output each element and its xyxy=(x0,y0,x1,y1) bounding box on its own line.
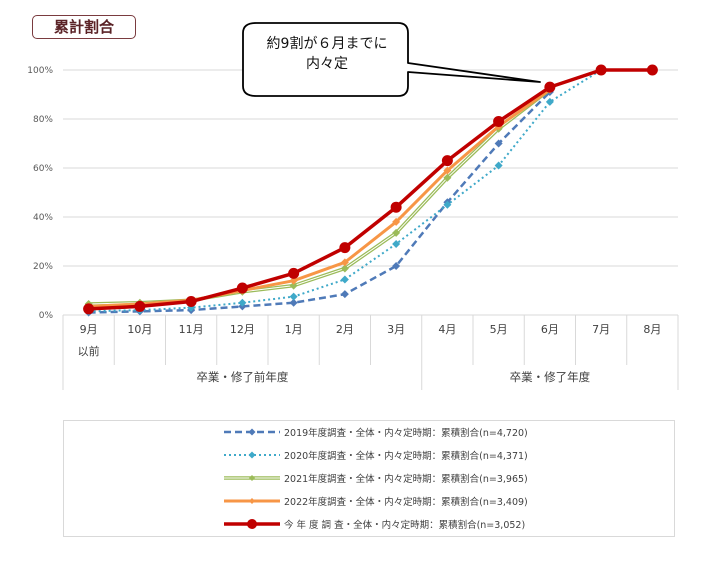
x-group-label: 卒業・修了年度 xyxy=(510,370,591,384)
data-point xyxy=(392,228,401,237)
data-point xyxy=(646,64,658,76)
y-tick-label: 100% xyxy=(27,66,53,76)
legend-swatch-dashed-icon xyxy=(224,428,280,436)
data-point xyxy=(545,97,554,106)
data-point xyxy=(288,267,300,279)
chart-title-badge: 累計割合 xyxy=(32,15,136,39)
data-point xyxy=(392,239,401,248)
x-tick-label: 2月 xyxy=(336,323,354,336)
x-tick-sublabel: 以前 xyxy=(78,344,100,358)
x-tick-label: 12月 xyxy=(230,323,255,336)
legend-item-current: 今 年 度 調 査・全体・内々定時期：累積割合(n=3,052) xyxy=(224,516,525,532)
legend-item-2019: 2019年度調査・全体・内々定時期：累積割合(n=4,720) xyxy=(224,424,528,440)
data-point xyxy=(185,296,197,308)
x-tick-label: 4月 xyxy=(438,323,456,336)
data-point xyxy=(443,173,452,182)
data-point xyxy=(289,276,298,285)
x-tick-label: 9月 xyxy=(80,323,98,336)
data-point xyxy=(340,264,349,273)
data-point xyxy=(134,300,146,312)
y-tick-label: 80% xyxy=(33,115,53,125)
legend-swatch-solid-icon xyxy=(224,498,280,504)
y-tick-label: 0% xyxy=(39,311,54,321)
data-point xyxy=(340,258,349,267)
data-point xyxy=(289,292,298,301)
legend-item-2022: 2022年度調査・全体・内々定時期：累積割合(n=3,409) xyxy=(224,493,528,509)
data-point xyxy=(443,200,452,209)
x-tick-label: 10月 xyxy=(127,323,152,336)
data-point xyxy=(595,64,607,76)
line-chart: 0% 20% 40% 60% 80% 100% 9月 10月 11月 12月 1月 2月 3月 4月 5月 6… xyxy=(27,22,679,390)
data-point xyxy=(494,161,503,170)
data-point xyxy=(340,290,349,299)
data-point xyxy=(289,298,298,307)
legend-item-2020: 2020年度調査・全体・内々定時期：累積割合(n=4,371) xyxy=(224,447,528,463)
legend-swatch-thick-icon xyxy=(224,519,280,529)
x-tick-label: 3月 xyxy=(387,323,405,336)
data-point xyxy=(289,281,298,290)
legend-item-2021: 2021年度調査・全体・内々定時期：累積割合(n=3,965) xyxy=(224,470,528,486)
data-point xyxy=(392,262,401,270)
data-point xyxy=(443,166,452,175)
data-point xyxy=(392,217,401,226)
x-tick-label: 5月 xyxy=(490,323,508,336)
callout-text: 約9割が６月までに 内々定 xyxy=(244,34,410,74)
data-point xyxy=(494,139,503,148)
data-point xyxy=(236,282,248,294)
x-tick-label: 11月 xyxy=(179,323,204,336)
series-2019 xyxy=(84,88,554,317)
data-point xyxy=(544,81,556,93)
x-tick-label: 7月 xyxy=(592,323,610,336)
x-tick-label: 8月 xyxy=(643,323,661,336)
data-point xyxy=(441,155,453,167)
series-current xyxy=(83,64,658,315)
data-point xyxy=(340,275,349,284)
y-tick-label: 60% xyxy=(33,164,53,174)
data-point xyxy=(493,115,505,127)
x-group-label: 卒業・修了前年度 xyxy=(196,370,288,384)
data-point xyxy=(238,298,247,307)
data-point xyxy=(339,242,351,254)
legend: 2019年度調査・全体・内々定時期：累積割合(n=4,720) 2020年度調査… xyxy=(63,420,675,537)
callout-line-2: 内々定 xyxy=(306,56,348,72)
y-tick-label: 40% xyxy=(33,213,53,223)
callout-bubble xyxy=(242,22,541,97)
x-tick-label: 1月 xyxy=(285,323,303,336)
data-point xyxy=(390,201,402,213)
x-tick-label: 6月 xyxy=(541,323,559,336)
data-point xyxy=(83,303,95,315)
legend-swatch-dotted-icon xyxy=(224,451,280,459)
y-tick-label: 20% xyxy=(33,262,53,272)
callout-line-1: 約9割が６月までに xyxy=(266,36,388,52)
legend-swatch-double-icon xyxy=(224,475,280,481)
